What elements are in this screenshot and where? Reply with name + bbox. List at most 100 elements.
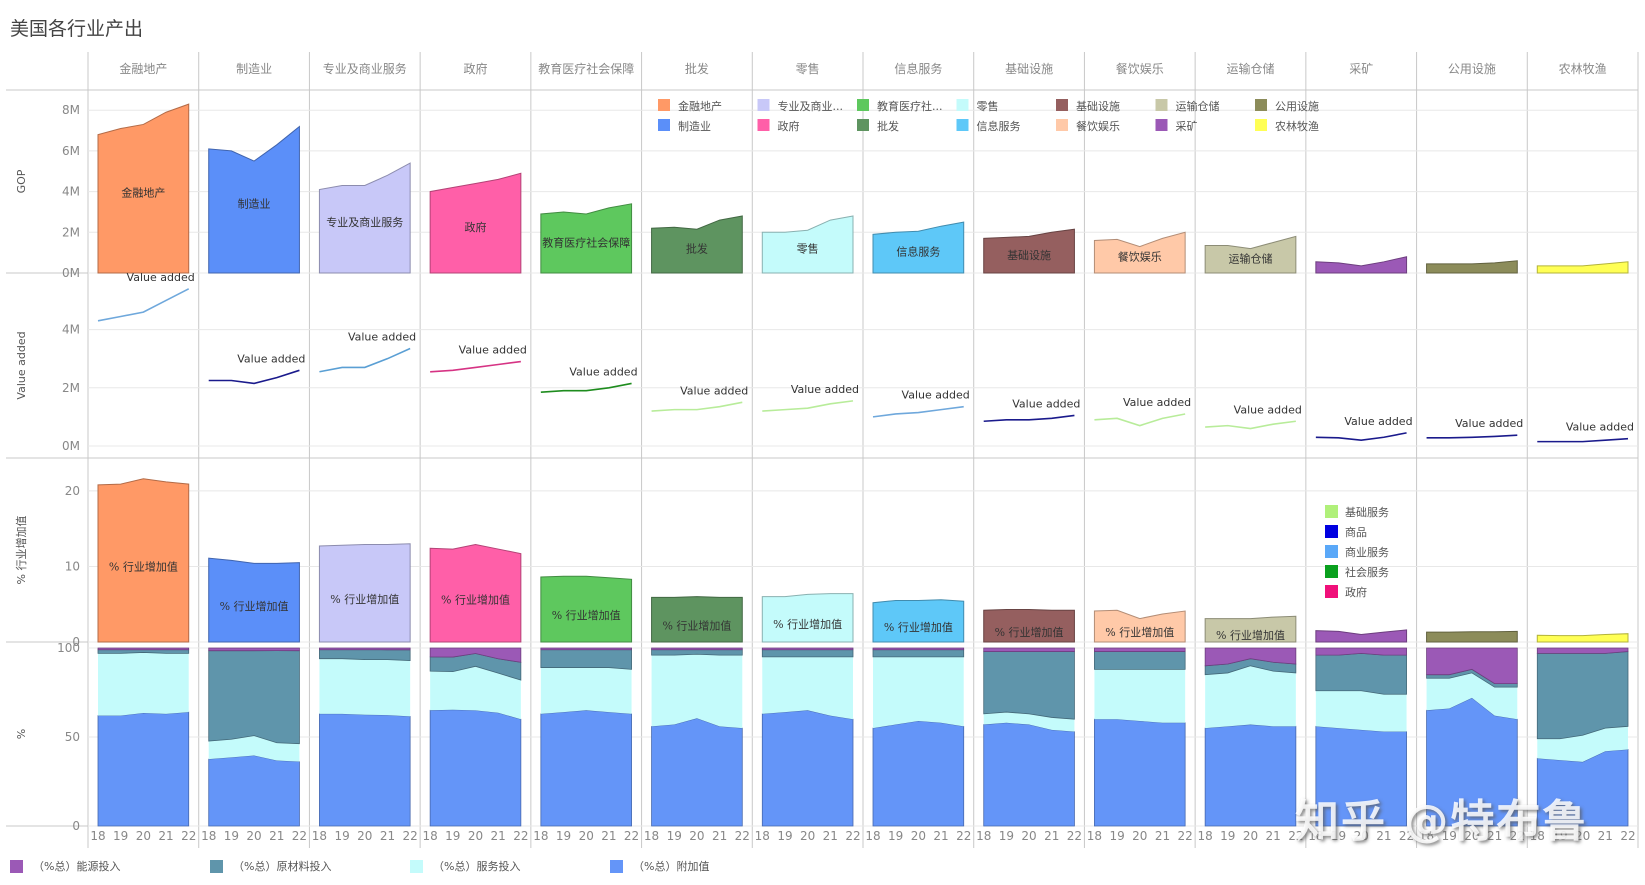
legend-label: 制造业 bbox=[678, 119, 711, 133]
area-mark bbox=[1426, 630, 1518, 643]
stack-area-service bbox=[1205, 665, 1296, 729]
legend-item-material[interactable]: （%总）原材料投入 bbox=[210, 858, 331, 874]
x-tick-label: 19 bbox=[113, 829, 128, 843]
stack-area-service bbox=[1426, 672, 1518, 720]
area-label: % 行业增加值 bbox=[662, 618, 731, 632]
area-mark bbox=[761, 215, 854, 274]
x-tick-label: 18 bbox=[1308, 829, 1323, 843]
legend-label: 餐饮娱乐 bbox=[1076, 119, 1120, 133]
legend-label: 专业及商业... bbox=[778, 99, 844, 113]
stack-area-energy bbox=[208, 647, 300, 652]
stack-area-energy bbox=[761, 647, 854, 651]
area-label: 批发 bbox=[686, 242, 708, 256]
area-mark bbox=[983, 609, 1075, 643]
legend-label: 公用设施 bbox=[1275, 100, 1319, 113]
legend-label: （%总）附加值 bbox=[633, 860, 710, 873]
x-tick-label: 21 bbox=[1266, 829, 1281, 843]
stack-area-value-add bbox=[208, 755, 300, 827]
x-tick-label: 19 bbox=[888, 829, 903, 843]
x-tick-label: 20 bbox=[689, 829, 704, 843]
legend-label: 基础服务 bbox=[1345, 506, 1389, 519]
x-tick-label: 21 bbox=[933, 829, 948, 843]
line-mark bbox=[983, 414, 1075, 423]
legend-label: （%总）能源投入 bbox=[33, 860, 121, 873]
x-tick-label: 21 bbox=[712, 829, 727, 843]
stack-area-value-add bbox=[1094, 718, 1186, 827]
area-mark bbox=[429, 544, 522, 643]
column-header: 批发 bbox=[685, 61, 709, 76]
legend-swatch bbox=[610, 859, 623, 873]
area-label: % 行业增加值 bbox=[1216, 628, 1285, 642]
area-mark bbox=[540, 575, 633, 643]
legend-item-energy[interactable]: （%总）能源投入 bbox=[10, 858, 120, 874]
legend-label: 基础设施 bbox=[1076, 100, 1120, 113]
stack-area-service bbox=[1537, 726, 1628, 762]
stack-area-material bbox=[319, 649, 411, 662]
line-mark bbox=[319, 347, 411, 373]
legend-item-value-add[interactable]: （%总）附加值 bbox=[610, 858, 709, 874]
x-tick-label: 19 bbox=[556, 829, 571, 843]
legend-item-service[interactable]: （%总）服务投入 bbox=[410, 858, 520, 874]
stack-area-energy bbox=[1315, 647, 1407, 656]
stack-area-energy bbox=[1094, 647, 1186, 652]
x-tick-label: 18 bbox=[755, 829, 770, 843]
x-tick-label: 21 bbox=[601, 829, 616, 843]
line-mark bbox=[762, 400, 854, 412]
x-tick-label: 21 bbox=[491, 829, 506, 843]
stack-area-material bbox=[1315, 652, 1407, 695]
x-tick-label: 22 bbox=[1288, 829, 1303, 843]
x-tick-label: 21 bbox=[823, 829, 838, 843]
legend-swatch bbox=[410, 859, 423, 873]
stack-area-material bbox=[208, 650, 300, 745]
stack-area-value-add bbox=[761, 709, 854, 827]
area-label: % 行业增加值 bbox=[1105, 625, 1174, 639]
area-mark bbox=[1093, 609, 1186, 643]
stack-area-energy bbox=[1536, 647, 1629, 654]
stack-area-material bbox=[651, 649, 743, 656]
area-mark bbox=[1426, 260, 1518, 274]
x-tick-label: 21 bbox=[1376, 829, 1391, 843]
legend-swatch bbox=[210, 859, 223, 873]
x-tick-label: 20 bbox=[357, 829, 372, 843]
legend-label: 农林牧渔 bbox=[1275, 119, 1319, 133]
area-mark bbox=[1315, 629, 1408, 643]
y-axis-label: % 行业增加值 bbox=[14, 516, 28, 585]
legend-label: 信息服务 bbox=[977, 119, 1021, 133]
x-tick-label: 19 bbox=[224, 829, 239, 843]
y-tick-label: 2M bbox=[62, 225, 80, 239]
legend-label: 商品 bbox=[1345, 525, 1367, 539]
legend-swatch bbox=[1255, 99, 1267, 111]
area-label: 金融地产 bbox=[121, 186, 165, 200]
area-mark bbox=[97, 103, 190, 274]
line-label: Value added bbox=[569, 365, 637, 378]
column-header: 教育医疗社会保障 bbox=[538, 61, 634, 76]
area-mark bbox=[1536, 633, 1629, 643]
area-mark bbox=[651, 215, 743, 274]
line-label: Value added bbox=[791, 383, 859, 396]
legend-label: 运输仓储 bbox=[1176, 99, 1220, 113]
y-tick-label: 50 bbox=[65, 730, 80, 744]
legend-swatch bbox=[857, 99, 869, 111]
area-label: 教育医疗社会保障 bbox=[542, 235, 630, 249]
stack-area-service bbox=[208, 735, 300, 762]
legend-label: 商业服务 bbox=[1345, 545, 1389, 559]
stack-area-energy bbox=[651, 647, 743, 651]
legend-swatch bbox=[956, 99, 969, 111]
area-mark bbox=[761, 593, 854, 643]
x-tick-label: 22 bbox=[403, 829, 418, 843]
stack-area-material bbox=[761, 649, 854, 658]
legend-swatch bbox=[1056, 99, 1068, 111]
stack-area-value-add bbox=[429, 709, 522, 827]
watermark: 知乎 @特布鲁 bbox=[1295, 796, 1589, 847]
stack-area-energy bbox=[97, 647, 190, 651]
area-label: 运输仓储 bbox=[1229, 252, 1273, 266]
y-tick-label: 10 bbox=[65, 559, 80, 573]
line-label: Value added bbox=[680, 384, 748, 397]
x-tick-label: 18 bbox=[90, 829, 105, 843]
stack-area-value-add bbox=[983, 722, 1075, 827]
line-label: Value added bbox=[1455, 417, 1523, 430]
y-axis-label: % bbox=[15, 729, 28, 739]
x-tick-label: 22 bbox=[1067, 829, 1082, 843]
line-label: Value added bbox=[1344, 415, 1412, 428]
stack-area-energy bbox=[540, 647, 632, 651]
